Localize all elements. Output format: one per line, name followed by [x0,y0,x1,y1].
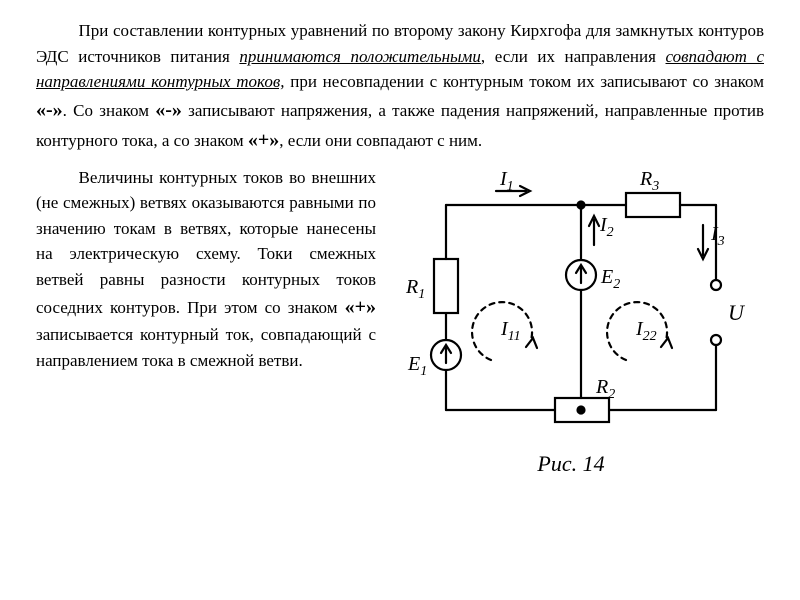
figure-caption: Рис. 14 [537,451,604,477]
paragraph-2: Величины контурных токов во внешних (не … [36,165,376,374]
svg-text:I2: I2 [599,214,614,240]
lbl-U: U [728,300,746,325]
lbl-I22sub: 22 [643,329,657,344]
lbl-I11sub: 11 [508,329,521,344]
p1-ui1: принимаются положительными [239,47,481,66]
p1-plus1: «+» [248,129,279,151]
lbl-R2: R [595,376,608,398]
lbl-E2: E [600,266,613,288]
svg-text:R3: R3 [639,168,659,194]
lower-row: Величины контурных токов во внешних (не … [36,165,764,477]
lbl-R3: R [639,168,652,190]
svg-text:R1: R1 [405,276,425,302]
p1-minus1: «-» [36,99,63,121]
lbl-R3sub: 3 [651,179,659,194]
lbl-E1: E [407,353,420,375]
p2-lead: Величины контурных токов во внешних (не … [36,168,376,318]
p2-tail: записывается контурный ток, совпадающий … [36,325,376,370]
svg-text:I3: I3 [710,223,725,249]
circuit-figure: I1 R3 I2 I3 R1 E2 E1 I11 I22 [396,165,746,477]
circuit-svg: I1 R3 I2 I3 R1 E2 E1 I11 I22 [396,165,746,445]
svg-text:I11: I11 [500,318,521,344]
p2-plus2: «+» [345,296,376,318]
lower-text-column: Величины контурных токов во внешних (не … [36,165,376,477]
p1-minus2: «-» [155,99,182,121]
paragraph-1: При составлении контурных уравнений по в… [36,18,764,155]
svg-text:E1: E1 [407,353,427,379]
lbl-R1: R [405,276,418,298]
p1-mid3: . Со знаком [63,101,156,120]
p1-tail: , если они совпадают с ним. [279,131,482,150]
lbl-E2sub: 2 [613,277,620,292]
lbl-I1sub: 1 [507,179,514,194]
lbl-I2sub: 2 [607,225,614,240]
lbl-E1sub: 1 [420,364,427,379]
svg-text:I22: I22 [635,318,657,344]
p1-mid2: при несовпадении с контурным током их за… [284,72,764,91]
lbl-R1sub: 1 [418,287,425,302]
lbl-I3sub: 3 [717,234,725,249]
p1-mid1: , если их направления [481,47,666,66]
svg-text:E2: E2 [600,266,620,292]
lbl-R2sub: 2 [608,387,615,402]
